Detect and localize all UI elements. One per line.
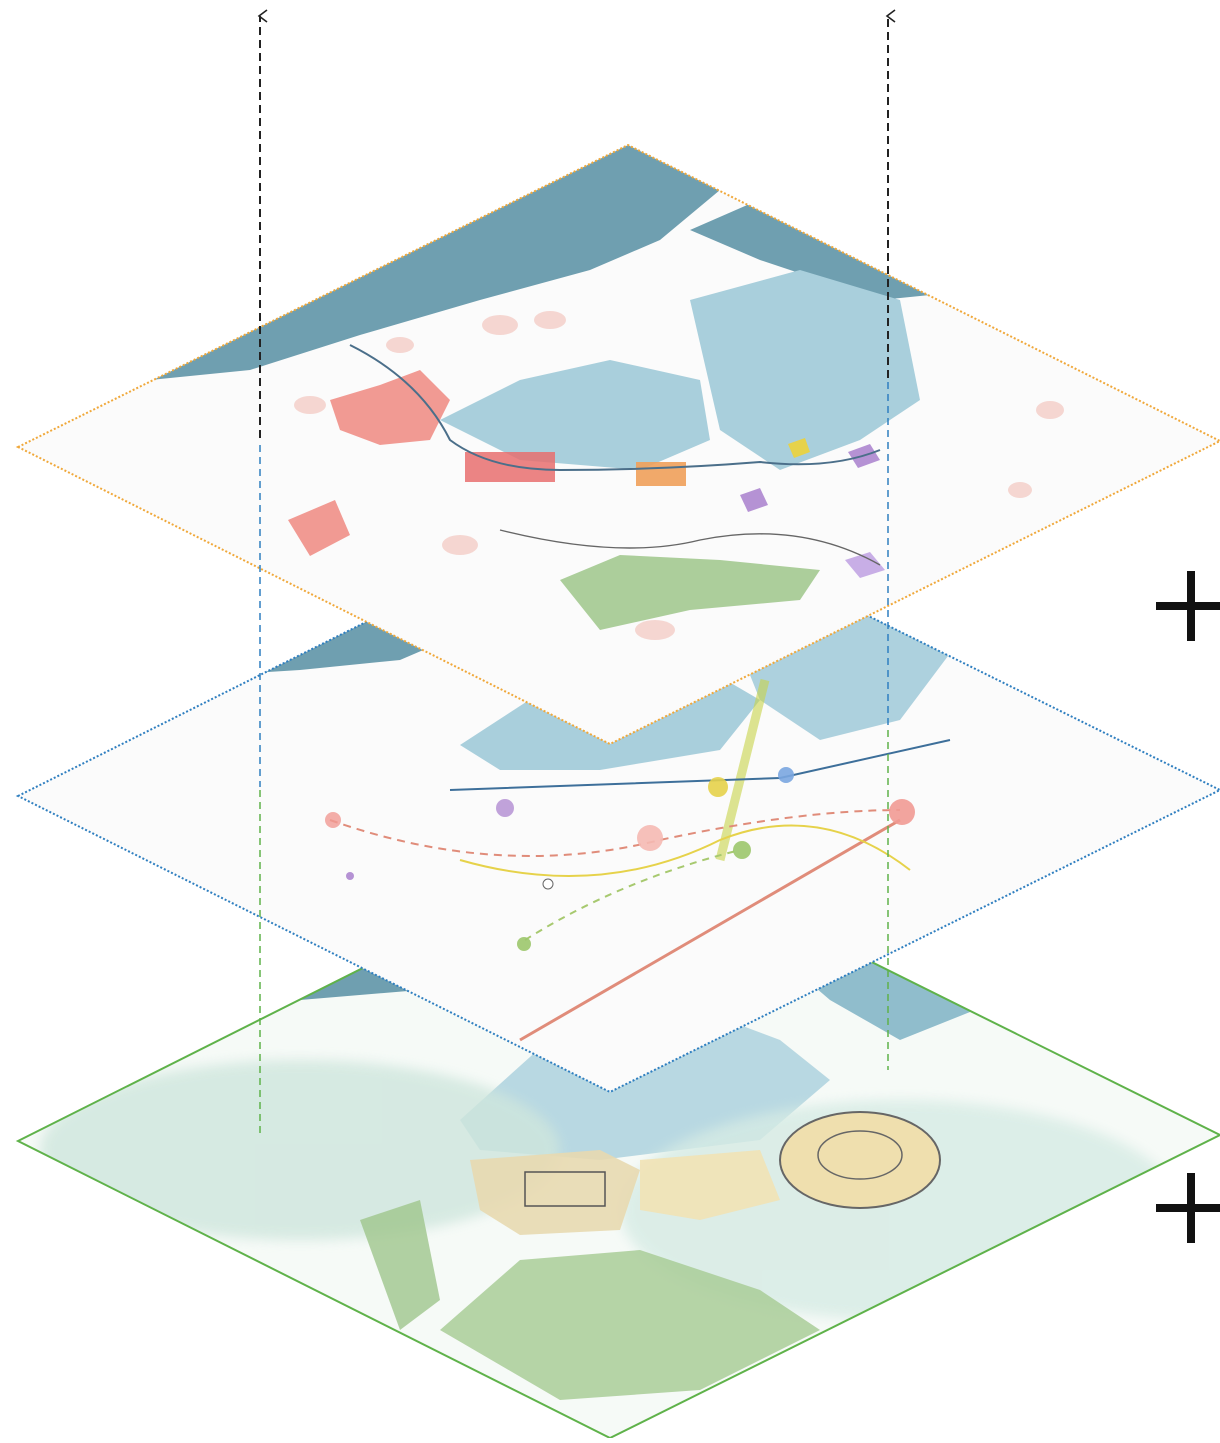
middle-node: [517, 937, 531, 951]
top-urban-red: [330, 370, 450, 445]
middle-red-axis: [519, 818, 901, 1042]
middle-node: [778, 767, 794, 783]
middle-node: [325, 812, 341, 828]
top-layer-border: [15, 143, 1220, 746]
middle-node: [346, 872, 354, 880]
top-water-channel: [690, 270, 920, 470]
top-plan-layer: [15, 143, 1220, 746]
top-district-purple: [845, 552, 885, 578]
middle-node: [637, 825, 663, 851]
top-sea-east: [690, 195, 930, 300]
top-district-yellow: [788, 438, 810, 458]
middle-node: [542, 878, 554, 890]
top-road: [349, 344, 881, 472]
plus-operator-upper: [1156, 571, 1220, 641]
base-fortress: [779, 1111, 941, 1209]
top-urban-block: [636, 462, 686, 486]
base-forest: [440, 1250, 820, 1400]
middle-route-yellow: [459, 824, 911, 877]
plus-operator-lower: [1156, 1173, 1220, 1243]
top-road: [499, 529, 881, 566]
base-forest: [360, 1200, 440, 1330]
base-urban-area: [640, 1150, 780, 1220]
base-wash: [40, 1060, 560, 1240]
base-urban-block: [524, 1171, 606, 1207]
middle-node: [708, 777, 728, 797]
top-urban-red: [288, 500, 350, 556]
middle-corridor-yellow: [715, 678, 770, 862]
base-fortress-inner: [817, 1130, 903, 1180]
middle-node: [733, 841, 751, 859]
top-district-purple: [740, 488, 768, 512]
top-pink-settlements: [294, 311, 1064, 640]
top-forest: [560, 555, 820, 630]
projection-guides: [257, 9, 896, 1135]
middle-route-dashed-green: [524, 849, 741, 941]
top-bay: [440, 360, 710, 470]
middle-node: [496, 799, 514, 817]
top-sea: [150, 145, 720, 380]
middle-node: [889, 799, 915, 825]
